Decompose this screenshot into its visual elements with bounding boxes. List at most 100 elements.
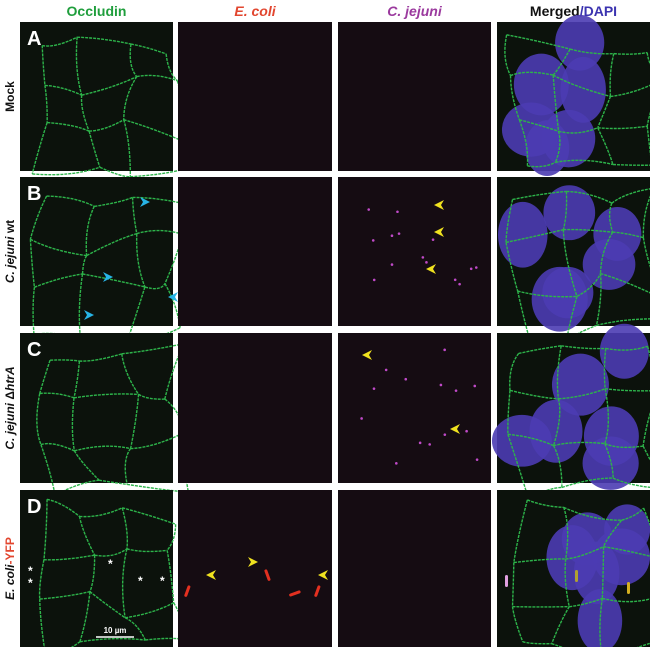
tight-junction [563,506,622,521]
tight-junction [553,441,605,447]
tight-junction [124,448,132,485]
tight-junction [562,229,578,297]
tight-junction [565,546,604,560]
micrograph-panel: B [20,177,189,342]
micrograph-panel [178,177,332,326]
tight-junction [166,524,177,551]
micrograph-panel [338,333,491,483]
header-part: E. coli [234,3,276,19]
tight-junction [527,161,556,168]
tight-junction [77,36,132,45]
tight-junction [642,195,650,238]
tight-junction [562,191,568,230]
tight-junction [29,239,36,288]
bacterium [371,239,375,242]
micrograph-panel [497,14,650,176]
tight-junction [79,353,122,362]
asterisk: * [28,564,33,578]
tight-junction [79,637,146,643]
bacterium [390,234,394,238]
panel-background [20,177,173,326]
tight-junction [510,71,554,77]
row-label-part: wt [3,220,17,237]
tight-junction [50,359,80,362]
micrograph-panel [338,490,491,647]
nucleus [551,353,609,416]
bacterium [575,570,578,582]
tight-junction [608,202,614,233]
tight-junction [602,597,650,603]
tight-junction [121,353,140,395]
tight-junction [138,393,165,400]
bacterium [443,433,447,436]
micrograph-panel [338,22,491,171]
panel-background [178,22,332,171]
panel-background [178,177,332,326]
tight-junction [561,345,606,350]
panel-background [338,177,491,326]
tight-junction [646,126,650,156]
tight-junction [94,548,128,557]
tight-junction [513,558,566,564]
tight-junction [561,477,614,489]
bacterium [360,417,363,420]
tight-junction [74,445,131,452]
nucleus [543,185,596,241]
bacterium [469,267,473,271]
bacterium [474,266,478,269]
panel-background [178,333,332,483]
bacterium [264,569,271,581]
tight-junction [505,242,519,292]
tight-junction [552,398,561,446]
tight-junction [130,431,185,450]
row-label-part: -YFP [3,537,17,564]
tight-junction [564,558,570,607]
tight-junction [136,74,178,82]
tight-junction [80,95,90,132]
tight-junction [46,498,80,517]
tight-junction [512,190,567,201]
tight-junction [42,36,78,47]
tight-junction [89,555,96,592]
tight-junction [600,272,650,294]
bacterium [428,443,431,446]
tight-junction [30,238,87,257]
micrograph-panel [178,333,332,483]
tight-junction [121,507,129,549]
tight-junction [43,499,48,560]
tight-junction [40,442,75,452]
tight-junction [621,507,645,521]
panel-letter: A [27,28,41,50]
tight-junction [569,597,603,608]
tight-junction [123,76,138,120]
tight-junction [88,131,101,168]
nucleus [491,414,552,467]
tight-junction [519,119,559,132]
tight-junction [555,159,614,166]
micrograph-panel [178,490,332,647]
tight-junction [527,499,564,509]
tight-junction [44,85,48,123]
tight-junction [509,353,520,391]
bacterium [314,585,321,597]
tight-junction [603,348,607,389]
tight-junction [576,273,602,298]
tight-junction [39,392,75,399]
tight-junction [637,642,650,647]
tight-junction [610,84,650,98]
bacterium [453,278,457,282]
bacterium [395,462,398,465]
tight-junction [599,598,604,647]
tight-junction [31,122,48,175]
tight-junction [605,388,650,392]
tight-junction [563,228,613,233]
tight-junction [126,548,168,553]
panel-letter: D [27,496,41,518]
asterisk: * [138,574,143,588]
tight-junction [528,486,562,501]
nucleus [501,102,561,157]
bacterium [475,458,479,461]
bacterium [443,348,446,352]
tight-junction [47,121,90,132]
bacterium [473,384,477,388]
